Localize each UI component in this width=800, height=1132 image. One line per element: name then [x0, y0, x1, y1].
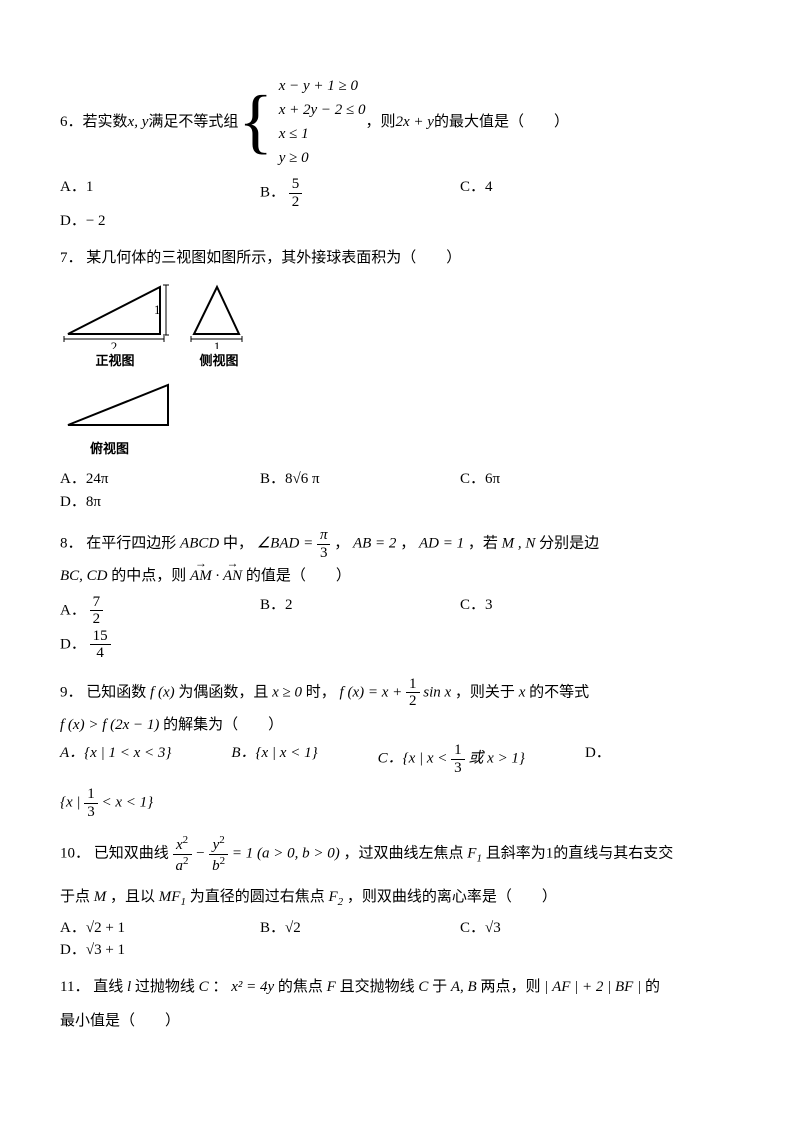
q6-b-pre: B．: [260, 184, 285, 200]
q10-opt-d: D．√3 + 1: [60, 939, 230, 962]
q7-opt-b: B．8√6 π: [260, 468, 430, 491]
top-view: 俯视图: [60, 377, 740, 459]
case-3: x ≤ 1: [279, 122, 366, 146]
case-1: x − y + 1 ≥ 0: [279, 74, 366, 98]
q8-ad: AD = 1: [419, 535, 464, 551]
case-4: y ≥ 0: [279, 146, 366, 170]
q6-opt-d: D．− 2: [60, 210, 230, 233]
q8-opt-a: A． 72: [60, 594, 230, 628]
q9-opt-b: B．{x | x < 1}: [231, 742, 317, 776]
vec-am: AM: [190, 565, 212, 588]
question-7: 7． 某几何体的三视图如图所示，其外接球表面积为（ ） 2 1 正视图: [60, 247, 740, 514]
q7-opt-c: C．6π: [460, 468, 630, 491]
front-dim: 2: [111, 339, 118, 349]
q8-opt-c: C．3: [460, 594, 630, 628]
side-label: 侧视图: [184, 351, 254, 371]
q6-stem: 6． 若实数 x, y 满足不等式组 { x − y + 1 ≥ 0 x + 2…: [60, 74, 740, 170]
side-view: 1 侧视图: [184, 279, 254, 371]
q7-figure: 2 1 正视图 1 侧视图 俯视图: [60, 279, 740, 458]
q7-opt-a: A．24π: [60, 468, 230, 491]
q8-ab: AB = 2: [353, 535, 396, 551]
q8-a: 在平行四边形: [86, 535, 176, 551]
q10-opt-c: C．√3: [460, 917, 630, 940]
q9-options: A．{x | 1 < x < 3} B．{x | x < 1} C．{x | x…: [60, 742, 740, 776]
top-view-svg: [60, 377, 180, 437]
q6-opt-c: C．4: [460, 176, 630, 210]
q6-text-c: ，则: [365, 111, 395, 134]
q7-opt-d: D．8π: [60, 491, 230, 514]
q8-number: 8．: [60, 535, 83, 551]
q6-text-d: 的最大值是（ ）: [434, 111, 569, 134]
q6-vars: x, y: [128, 111, 149, 134]
q8-opt-d: D． 154: [60, 628, 230, 662]
q6-number: 6．: [60, 111, 83, 134]
question-6: 6． 若实数 x, y 满足不等式组 { x − y + 1 ≥ 0 x + 2…: [60, 74, 740, 233]
q8-abcd: ABCD: [180, 535, 219, 551]
q10-opt-a: A．√2 + 1: [60, 917, 230, 940]
q6-text-b: 满足不等式组: [148, 111, 238, 134]
front-label: 正视图: [60, 351, 170, 371]
q10-opt-b: B．√2: [260, 917, 430, 940]
side-view-svg: 1: [184, 279, 254, 349]
q9-opt-a: A．{x | 1 < x < 3}: [60, 742, 171, 776]
q6-cases: { x − y + 1 ≥ 0 x + 2y − 2 ≤ 0 x ≤ 1 y ≥…: [238, 74, 365, 170]
q9-ineq: f (x) > f (2x − 1): [60, 717, 159, 733]
front-view-svg: 2 1: [60, 279, 170, 349]
top-label: 俯视图: [90, 439, 740, 459]
q6-options: A．1 B． 52 C．4 D．− 2: [60, 176, 740, 233]
q8-b: 中，: [223, 535, 253, 551]
q7-number: 7．: [60, 250, 83, 266]
q9-opt-d-line: {x | 13 < x < 1}: [60, 786, 740, 820]
side-dim: 1: [214, 339, 221, 349]
q9-opt-c: C．{x | x < 13 或 x > 1}: [378, 742, 525, 776]
q8-opt-b: B．2: [260, 594, 430, 628]
q10-options: A．√2 + 1 B．√2 C．√3 D．√3 + 1: [60, 917, 740, 962]
q8-mn: M , N: [502, 535, 536, 551]
q9-opt-d: D．: [585, 742, 611, 776]
q11-number: 11．: [60, 979, 89, 995]
q9-number: 9．: [60, 684, 83, 700]
question-9: 9． 已知函数 f (x) 为偶函数，且 x ≥ 0 时， f (x) = x …: [60, 676, 740, 821]
q6-opt-a: A．1: [60, 176, 230, 210]
case-2: x + 2y − 2 ≤ 0: [279, 98, 366, 122]
question-10: 10． 已知双曲线 x2a2 − y2b2 = 1 (a > 0, b > 0)…: [60, 834, 740, 962]
q7-options: A．24π B．8√6 π C．6π D．8π: [60, 468, 740, 513]
vec-an: AN: [223, 565, 242, 588]
q10-number: 10．: [60, 845, 90, 861]
q8-f: 的值是（ ）: [246, 568, 351, 584]
front-view: 2 1 正视图: [60, 279, 170, 371]
q7-stem: 某几何体的三视图如图所示，其外接球表面积为（ ）: [86, 250, 461, 266]
q8-e: 的中点，则: [111, 568, 186, 584]
q8-d: 分别是边: [539, 535, 599, 551]
q8-c: ，若: [468, 535, 498, 551]
q6-expr: 2x + y: [396, 111, 434, 134]
question-11: 11． 直线 l 过抛物线 C ： x² = 4y 的焦点 F 且交抛物线 C …: [60, 976, 740, 1033]
q8-angle: ∠BAD =: [257, 535, 317, 551]
front-h: 1: [154, 302, 161, 317]
q6-opt-b: B． 52: [260, 176, 430, 210]
question-8: 8． 在平行四边形 ABCD 中， ∠BAD = π3 ， AB = 2 ， A…: [60, 527, 740, 662]
q6-text-a: 若实数: [83, 111, 128, 134]
q8-bccd: BC, CD: [60, 568, 108, 584]
q8-options: A． 72 B．2 C．3 D． 154: [60, 594, 740, 662]
